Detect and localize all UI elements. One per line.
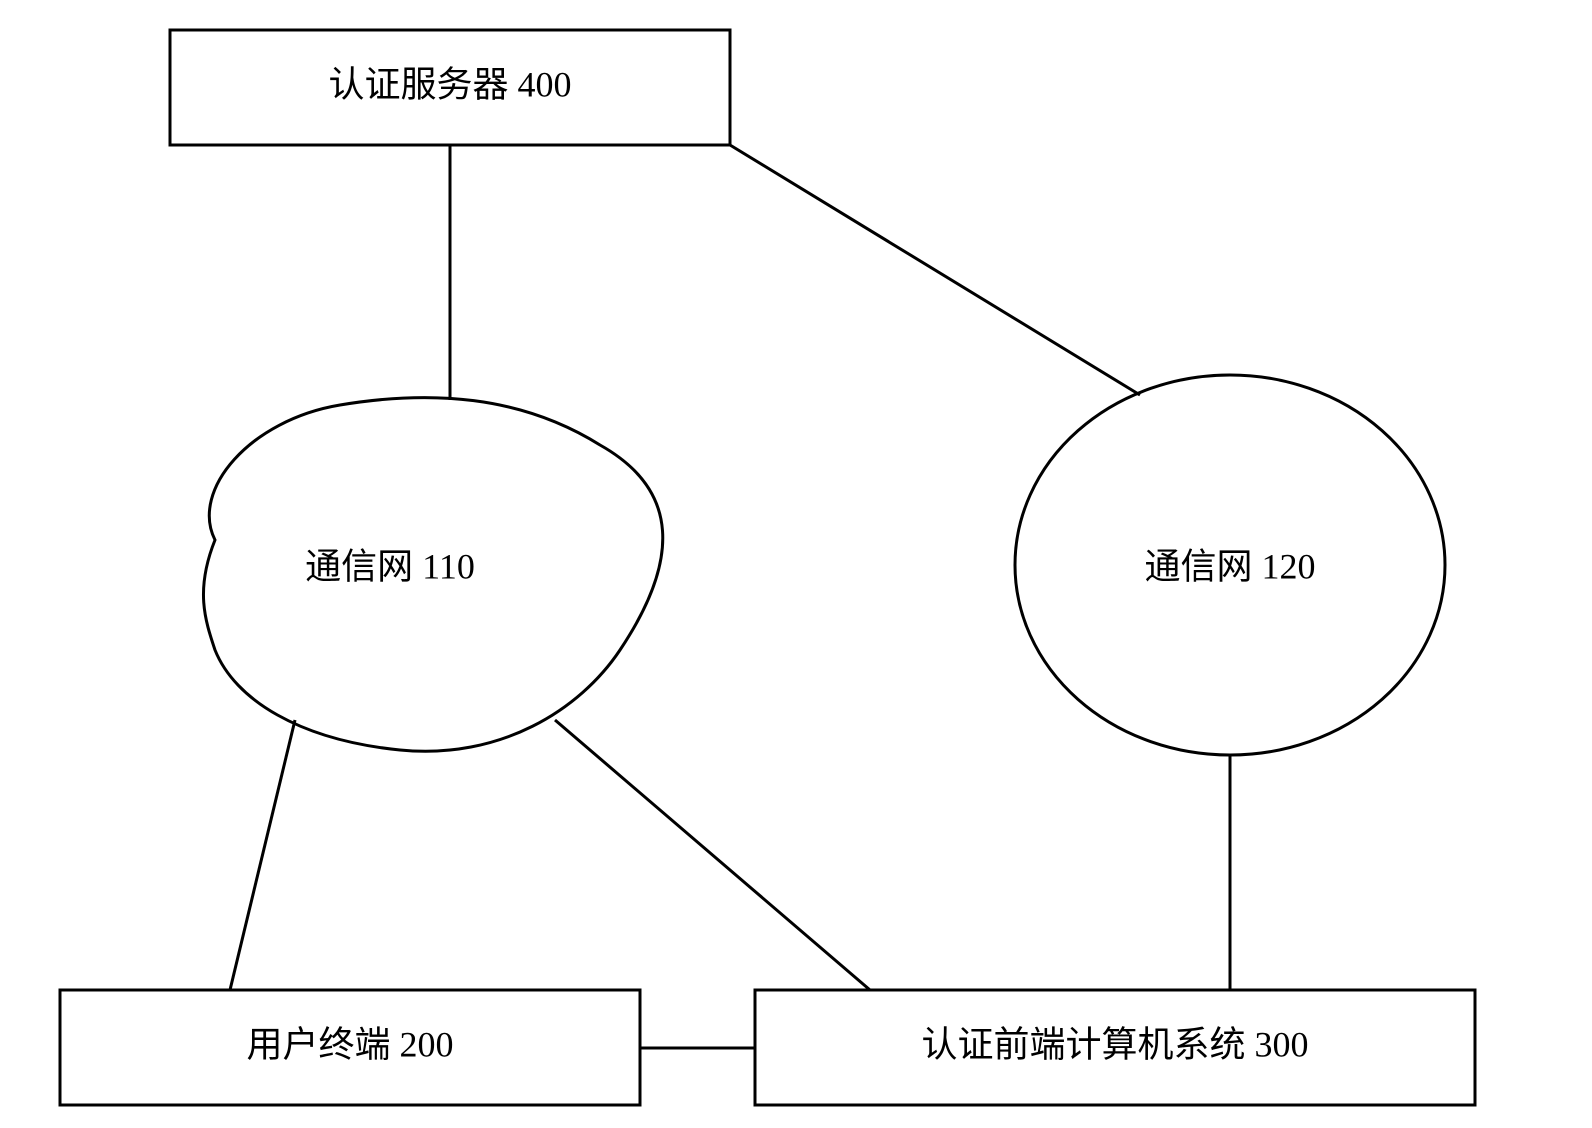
node-net120: 通信网 120 bbox=[1015, 375, 1445, 755]
node-user-terminal: 用户终端 200 bbox=[60, 990, 640, 1105]
edge bbox=[230, 720, 295, 990]
node-auth-frontend: 认证前端计算机系统 300 bbox=[755, 990, 1475, 1105]
edges bbox=[230, 145, 1230, 1048]
net120-label: 通信网 120 bbox=[1144, 546, 1315, 586]
network-diagram: 认证服务器 400 通信网 110 通信网 120 用户终端 200 认证前端计… bbox=[0, 0, 1592, 1128]
auth-server-label: 认证服务器 400 bbox=[328, 64, 571, 104]
edge bbox=[730, 145, 1140, 395]
node-auth-server: 认证服务器 400 bbox=[170, 30, 730, 145]
node-net110: 通信网 110 bbox=[203, 398, 662, 752]
auth-frontend-label: 认证前端计算机系统 300 bbox=[921, 1024, 1308, 1064]
user-terminal-label: 用户终端 200 bbox=[246, 1024, 453, 1064]
edge bbox=[555, 720, 870, 990]
net110-label: 通信网 110 bbox=[305, 546, 475, 586]
